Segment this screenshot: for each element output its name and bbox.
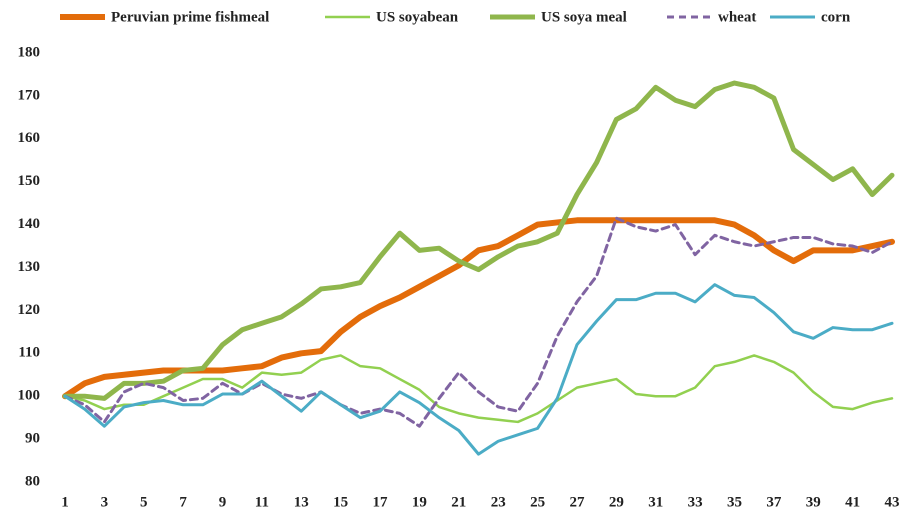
- y-tick-label: 120: [18, 302, 41, 318]
- x-tick-label: 5: [140, 494, 148, 510]
- legend-label: US soya meal: [541, 9, 627, 25]
- series-line: [63, 283, 894, 456]
- x-tick-label: 15: [333, 494, 348, 510]
- legend-label: Peruvian prime fishmeal: [111, 9, 269, 25]
- y-tick-label: 160: [18, 130, 41, 146]
- y-tick-label: 140: [18, 216, 41, 232]
- series-line: [63, 216, 894, 428]
- x-tick-label: 19: [412, 494, 427, 510]
- y-tick-label: 130: [18, 259, 41, 275]
- x-tick-label: 7: [179, 494, 187, 510]
- y-tick-label: 90: [25, 431, 40, 447]
- x-tick-label: 9: [219, 494, 227, 510]
- y-tick-label: 100: [18, 388, 41, 404]
- y-tick-label: 180: [18, 44, 41, 60]
- y-tick-label: 80: [25, 473, 40, 489]
- x-tick-label: 33: [688, 494, 703, 510]
- x-tick-label: 11: [255, 494, 269, 510]
- x-tick-label: 17: [373, 494, 389, 510]
- x-tick-label: 1: [61, 494, 69, 510]
- x-tick-label: 35: [727, 494, 742, 510]
- series-line: [62, 80, 895, 401]
- y-tick-label: 170: [18, 87, 41, 103]
- x-tick-label: 43: [885, 494, 900, 510]
- series-line: [63, 354, 894, 424]
- x-tick-label: 13: [294, 494, 309, 510]
- legend-label: wheat: [718, 9, 756, 25]
- x-tick-label: 25: [530, 494, 545, 510]
- x-tick-label: 23: [491, 494, 506, 510]
- x-tick-label: 29: [609, 494, 624, 510]
- legend-label: corn: [821, 9, 851, 25]
- x-tick-label: 41: [845, 494, 860, 510]
- x-tick-label: 27: [569, 494, 585, 510]
- x-tick-label: 39: [806, 494, 821, 510]
- y-tick-label: 150: [18, 173, 41, 189]
- x-tick-label: 21: [451, 494, 466, 510]
- x-tick-label: 37: [766, 494, 782, 510]
- legend-label: US soyabean: [376, 9, 459, 25]
- x-tick-label: 31: [648, 494, 663, 510]
- x-tick-label: 3: [101, 494, 109, 510]
- y-tick-label: 110: [18, 345, 40, 361]
